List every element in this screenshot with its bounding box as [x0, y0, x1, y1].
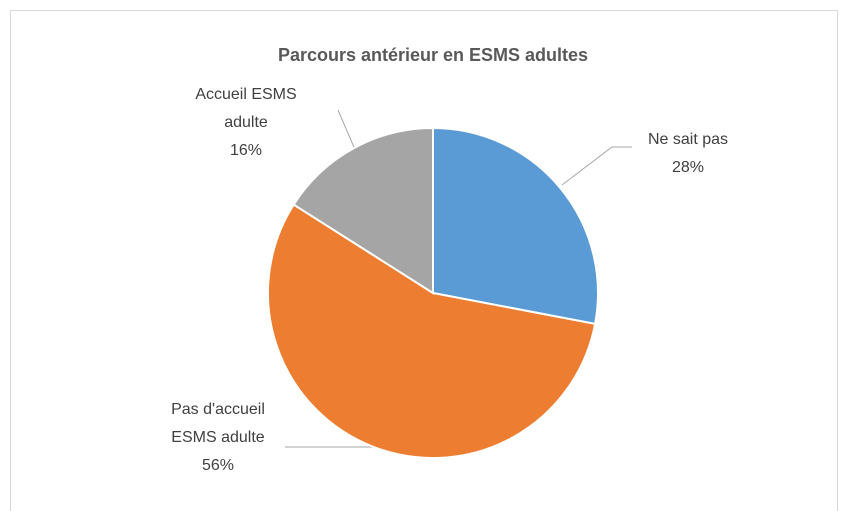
slice-value-label: 16% [229, 142, 263, 159]
pie-slice [267, 203, 597, 459]
slice-label: Accueil ESMS adulte [195, 86, 297, 131]
slice-value-label: 28% [671, 159, 705, 176]
leader-line [561, 146, 632, 186]
pie-slice [432, 126, 599, 326]
chart-title: Parcours antérieur en ESMS adultes [278, 45, 588, 65]
slice-label: Pas d'accueil ESMS adulte [171, 401, 265, 446]
slice-value-label: 56% [201, 457, 235, 474]
pie-slice [292, 126, 434, 295]
slice-label: Ne sait pas [647, 131, 729, 148]
